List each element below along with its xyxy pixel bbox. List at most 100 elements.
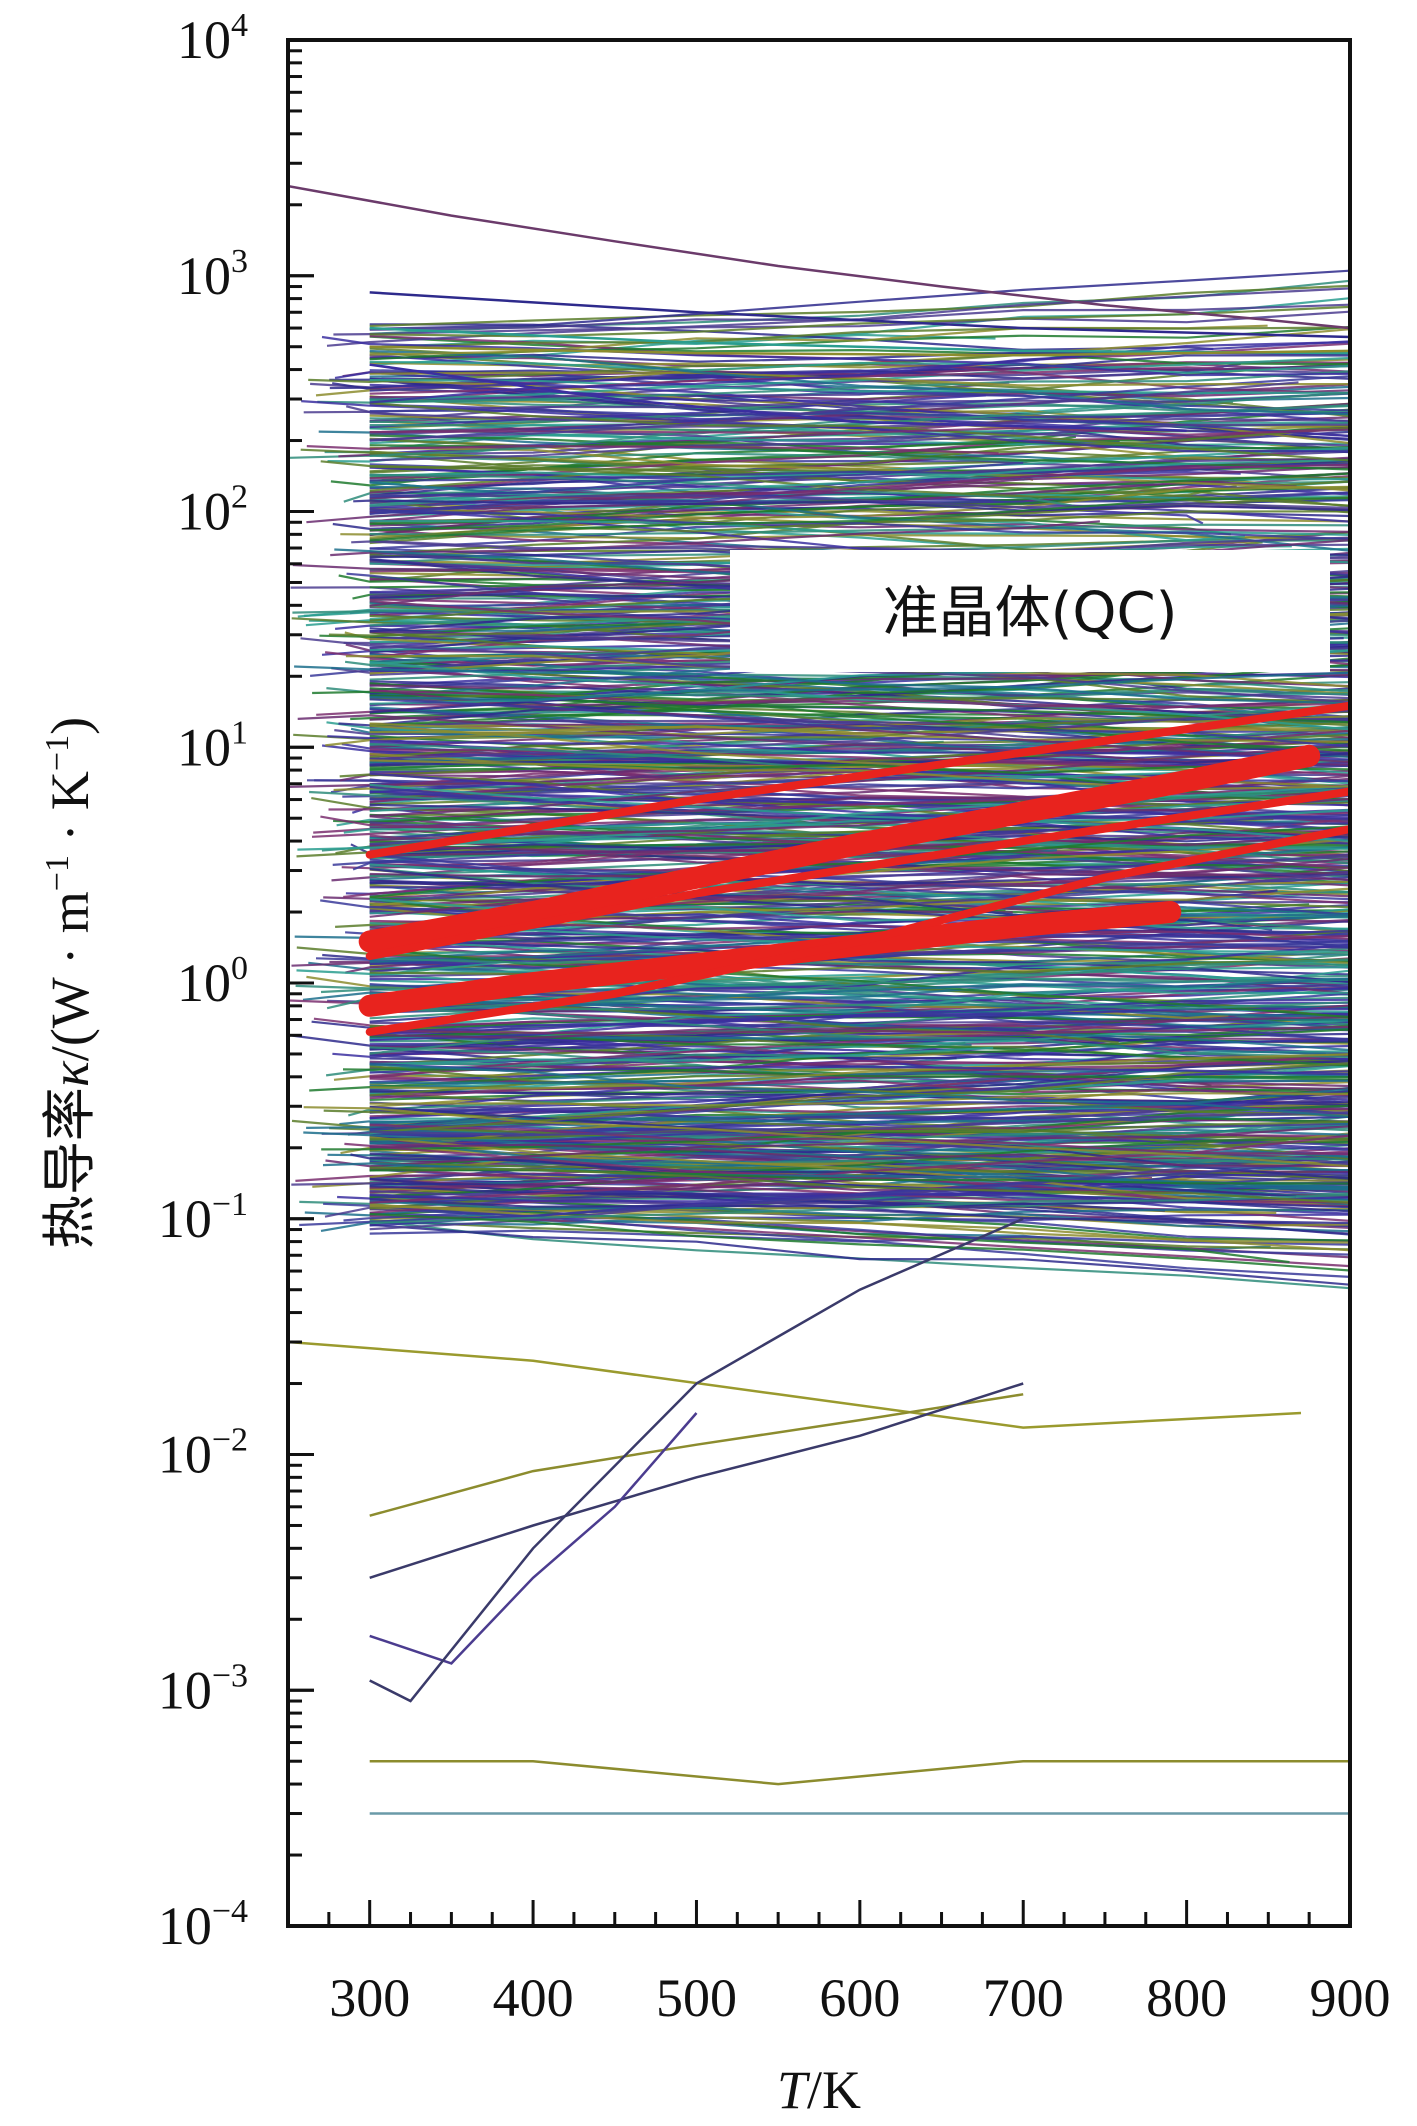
y-tick-base: 10 <box>177 953 231 1013</box>
material-series-line <box>299 1160 1350 1227</box>
material-series-line <box>369 1193 1350 1224</box>
material-series-line <box>369 1053 1350 1090</box>
material-series-line <box>369 803 1350 839</box>
y-tick-exponent: 0 <box>231 950 248 987</box>
outlier-series-line <box>369 1759 1350 1786</box>
material-series-line <box>342 1068 1350 1079</box>
y-tick-base: 10 <box>177 10 231 70</box>
outlier-series-line <box>369 291 1350 339</box>
y-tick-label: 102 <box>177 479 248 542</box>
y-tick-label: 104 <box>177 7 248 70</box>
y-tick-base: 10 <box>158 1896 212 1956</box>
y-tick-label: 10−1 <box>158 1186 248 1249</box>
material-series-line <box>369 461 1024 498</box>
material-series-line <box>369 463 1350 507</box>
material-series-line <box>303 1106 1350 1168</box>
material-series-line <box>332 1011 1350 1058</box>
material-series-line <box>320 815 1350 869</box>
x-tick-label: 800 <box>1146 1968 1227 2028</box>
material-series-line <box>369 947 1350 1019</box>
material-series-line <box>369 671 1350 702</box>
material-series-line <box>369 1120 1350 1141</box>
material-series-line <box>369 854 1350 901</box>
outlier-series-line <box>369 1412 698 1665</box>
material-series-line <box>369 938 1350 985</box>
material-series-line <box>369 326 1350 349</box>
x-tick-label: 900 <box>1310 1968 1391 2028</box>
material-series-line <box>369 939 1350 965</box>
material-series-line <box>369 722 1350 743</box>
material-series-line <box>369 1208 1350 1226</box>
material-series-line <box>369 458 1350 507</box>
material-series-line <box>369 1198 1350 1209</box>
material-series-line <box>369 391 1350 457</box>
material-series-line <box>306 444 999 455</box>
y-tick-exponent: 4 <box>231 7 248 44</box>
outlier-series-line <box>369 1393 1024 1517</box>
outlier-series-line <box>288 1340 1302 1429</box>
material-series-line <box>369 1062 1350 1076</box>
material-series-line <box>369 1065 1350 1117</box>
material-series-line <box>369 1092 1350 1107</box>
material-series-line <box>369 426 1350 436</box>
material-series-line <box>369 1008 1350 1059</box>
material-series-line <box>369 1089 1350 1150</box>
material-series-line <box>369 473 1076 508</box>
annotation-background <box>730 550 1330 672</box>
material-series-line <box>369 661 1350 731</box>
material-series-line <box>369 497 1350 542</box>
y-tick-label: 10−3 <box>158 1657 248 1720</box>
material-series-line <box>369 977 1350 1007</box>
y-axis-unit-m-exp: −1 <box>39 855 76 891</box>
material-series-line <box>369 509 1350 541</box>
quasicrystal-series-line <box>365 701 1350 859</box>
material-series-line <box>353 499 1350 512</box>
x-tick-label: 700 <box>983 1968 1064 2028</box>
quasicrystal-series-line <box>358 901 1182 1017</box>
material-series-line <box>369 687 1350 752</box>
y-axis-unit-close: ) <box>40 717 100 735</box>
x-axis-title: T/K <box>777 2060 861 2120</box>
material-series-line <box>321 744 1350 766</box>
material-series-line <box>369 446 1350 491</box>
material-series-line <box>369 1019 1350 1065</box>
annotation-label: 准晶体(QC) <box>883 581 1178 646</box>
material-series-line <box>369 863 1350 919</box>
material-series-line <box>369 1111 1350 1137</box>
material-series-line <box>369 709 1350 760</box>
axis-ticks-group <box>286 38 1352 1928</box>
material-series-line <box>323 1109 1350 1141</box>
x-tick-label: 300 <box>329 1968 410 2028</box>
y-axis-title: 热导率κ/(W · m−1 · K−1) <box>38 717 101 1249</box>
material-series-line <box>369 858 1350 916</box>
outlier-series-line <box>369 1217 1024 1703</box>
material-series-line <box>309 1028 1350 1092</box>
material-series-line <box>369 398 1350 428</box>
material-series-line <box>369 1137 1350 1199</box>
material-series-line <box>297 714 1350 766</box>
y-tick-exponent: −3 <box>212 1657 248 1694</box>
material-series-line <box>369 371 1350 387</box>
material-series-line <box>369 871 1350 908</box>
material-series-line <box>369 797 1350 842</box>
material-series-line <box>369 485 1237 545</box>
material-series-line <box>294 665 1350 705</box>
outlier-series-line <box>288 184 1350 330</box>
material-series-line <box>369 1136 1350 1204</box>
material-series-line <box>369 423 1350 462</box>
y-axis-variable: κ <box>40 1060 100 1087</box>
annotation-box: 准晶体(QC) <box>730 550 1330 672</box>
material-series-line <box>369 1143 1350 1168</box>
material-series-line <box>369 426 1350 480</box>
x-tick-label: 500 <box>656 1968 737 2028</box>
material-series-line <box>369 1090 1350 1106</box>
material-series-line <box>369 523 1350 536</box>
quasicrystal-series-line <box>365 825 1350 1036</box>
material-series-line <box>369 360 1350 375</box>
y-axis-quantity: 热导率 <box>38 1087 101 1249</box>
x-tick-label: 400 <box>493 1968 574 2028</box>
outlier-series-line <box>369 1382 1024 1579</box>
material-series-line <box>369 772 1350 845</box>
material-series-line <box>369 284 1350 328</box>
